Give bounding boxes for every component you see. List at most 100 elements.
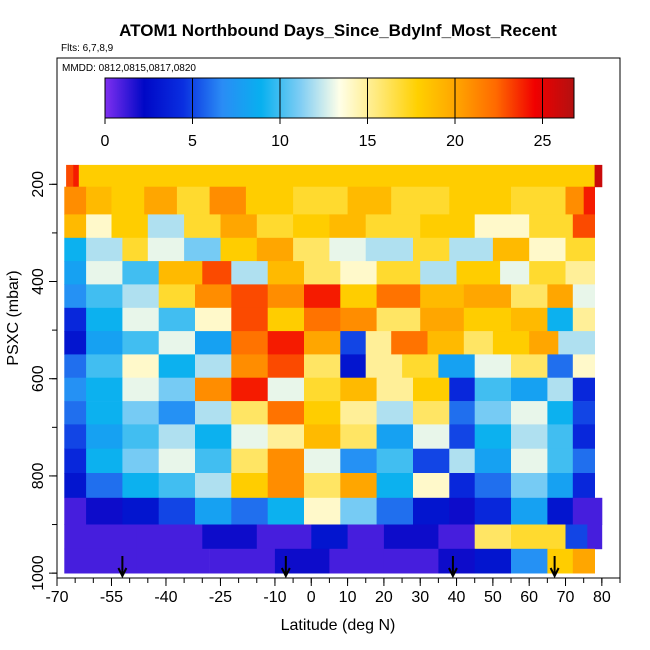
- heatmap-cell: [547, 307, 574, 332]
- heatmap-cell: [231, 354, 268, 379]
- heatmap-cell: [202, 524, 258, 550]
- heatmap-cell: [547, 377, 574, 402]
- heatmap-cell: [340, 331, 367, 355]
- x-tick-label: -55: [100, 589, 123, 606]
- heatmap-cell: [231, 284, 268, 309]
- heatmap-cell: [511, 448, 548, 474]
- heatmap-cell: [304, 424, 341, 450]
- heatmap-cell: [86, 261, 123, 285]
- heatmap-cell: [64, 524, 138, 550]
- heatmap-cell: [136, 524, 203, 550]
- heatmap-cell: [365, 331, 392, 355]
- heatmap-cell: [158, 354, 196, 379]
- heatmap-cell: [256, 524, 312, 550]
- heatmap-cell: [474, 377, 512, 402]
- heatmap-cell: [376, 307, 421, 332]
- heatmap-cell: [311, 524, 348, 550]
- heatmap-cell: [86, 377, 123, 402]
- heatmap-cell: [449, 377, 476, 402]
- heatmap-cell: [391, 186, 450, 215]
- x-tick-label: 10: [339, 589, 357, 606]
- heatmap-cell: [529, 237, 566, 262]
- heatmap-cell: [267, 401, 305, 425]
- heatmap-cell: [572, 354, 595, 379]
- heatmap-cell: [511, 307, 548, 332]
- heatmap-cell: [267, 261, 305, 285]
- heatmap-cell: [420, 307, 465, 332]
- heatmap-cell: [267, 331, 305, 355]
- heatmap-cell: [347, 524, 385, 550]
- profile-arrow: [448, 556, 458, 579]
- heatmap-cell: [64, 354, 87, 379]
- heatmap-cell: [64, 497, 87, 525]
- heatmap-cell: [547, 424, 574, 450]
- heatmap-cell: [420, 284, 465, 309]
- colorbar-tick-label: 20: [446, 133, 464, 150]
- heatmap-cell: [86, 237, 123, 262]
- x-tick-label: 80: [593, 589, 611, 606]
- heatmap-cell: [376, 473, 414, 499]
- heatmap-cell: [231, 424, 268, 450]
- heatmap-cell: [64, 448, 87, 474]
- heatmap-cell: [347, 186, 392, 215]
- heatmap-cell: [304, 377, 341, 402]
- heatmap-cell: [572, 214, 595, 239]
- heatmap-cell: [365, 354, 403, 379]
- heatmap-cell: [86, 214, 112, 239]
- x-tick-label: 50: [484, 589, 502, 606]
- heatmap-cell: [195, 497, 232, 525]
- heatmap-cell: [529, 261, 566, 285]
- heatmap-cell: [64, 237, 87, 262]
- heatmap-cell: [202, 261, 232, 285]
- heatmap-cell: [64, 331, 87, 355]
- heatmap-cell: [420, 261, 457, 285]
- heatmap-cell: [340, 354, 367, 379]
- x-tick-label: -70: [45, 589, 68, 606]
- colorbar-tick-label: 15: [359, 133, 377, 150]
- heatmap-cell: [340, 497, 377, 525]
- heatmap-cell: [376, 401, 414, 425]
- heatmap-cell: [587, 524, 603, 550]
- heatmap-cell: [304, 448, 341, 474]
- heatmap-cell: [511, 548, 548, 574]
- heatmap-cell: [402, 354, 439, 379]
- heatmap-cell: [438, 524, 476, 550]
- heatmap-cell: [122, 261, 160, 285]
- heatmap-cell: [64, 307, 87, 332]
- heatmap-cell: [195, 401, 232, 425]
- heatmap-cell: [122, 354, 160, 379]
- colorbar-ticks: 0 5 10 15 20 25: [101, 78, 552, 150]
- heatmap-cell: [231, 261, 268, 285]
- heatmap-cell: [449, 186, 512, 215]
- heatmap-cell: [572, 377, 595, 402]
- heatmap-cell: [86, 354, 123, 379]
- x-axis-label: Latitude (deg N): [281, 617, 396, 634]
- heatmap-layers: [64, 164, 603, 574]
- heatmap-cell: [438, 354, 476, 379]
- heatmap-cell: [340, 424, 377, 450]
- heatmap-cell: [304, 497, 341, 525]
- heatmap-cell: [511, 424, 548, 450]
- heatmap-cell: [511, 524, 566, 550]
- heatmap-cell: [195, 284, 232, 309]
- heatmap-cell: [594, 164, 603, 188]
- heatmap-cell: [463, 331, 494, 355]
- heatmap-cell: [565, 261, 595, 285]
- heatmap-cell: [449, 237, 494, 262]
- heatmap-cell: [231, 331, 268, 355]
- heatmap-cell: [73, 164, 80, 188]
- heatmap-cell: [184, 237, 221, 262]
- heatmap-cell: [158, 331, 196, 355]
- colorbar-tick-label: 25: [534, 133, 552, 150]
- heatmap-cell: [413, 424, 450, 450]
- heatmap-cell: [340, 401, 377, 425]
- x-tick-label: 60: [520, 589, 538, 606]
- heatmap-cell: [427, 331, 465, 355]
- heatmap-cell: [293, 237, 330, 262]
- heatmap-cell: [511, 354, 548, 379]
- heatmap-cell: [474, 548, 512, 574]
- heatmap-cell: [267, 377, 305, 402]
- heatmap-cell: [529, 214, 574, 239]
- heatmap-cell: [209, 548, 276, 574]
- heatmap-cell: [547, 354, 574, 379]
